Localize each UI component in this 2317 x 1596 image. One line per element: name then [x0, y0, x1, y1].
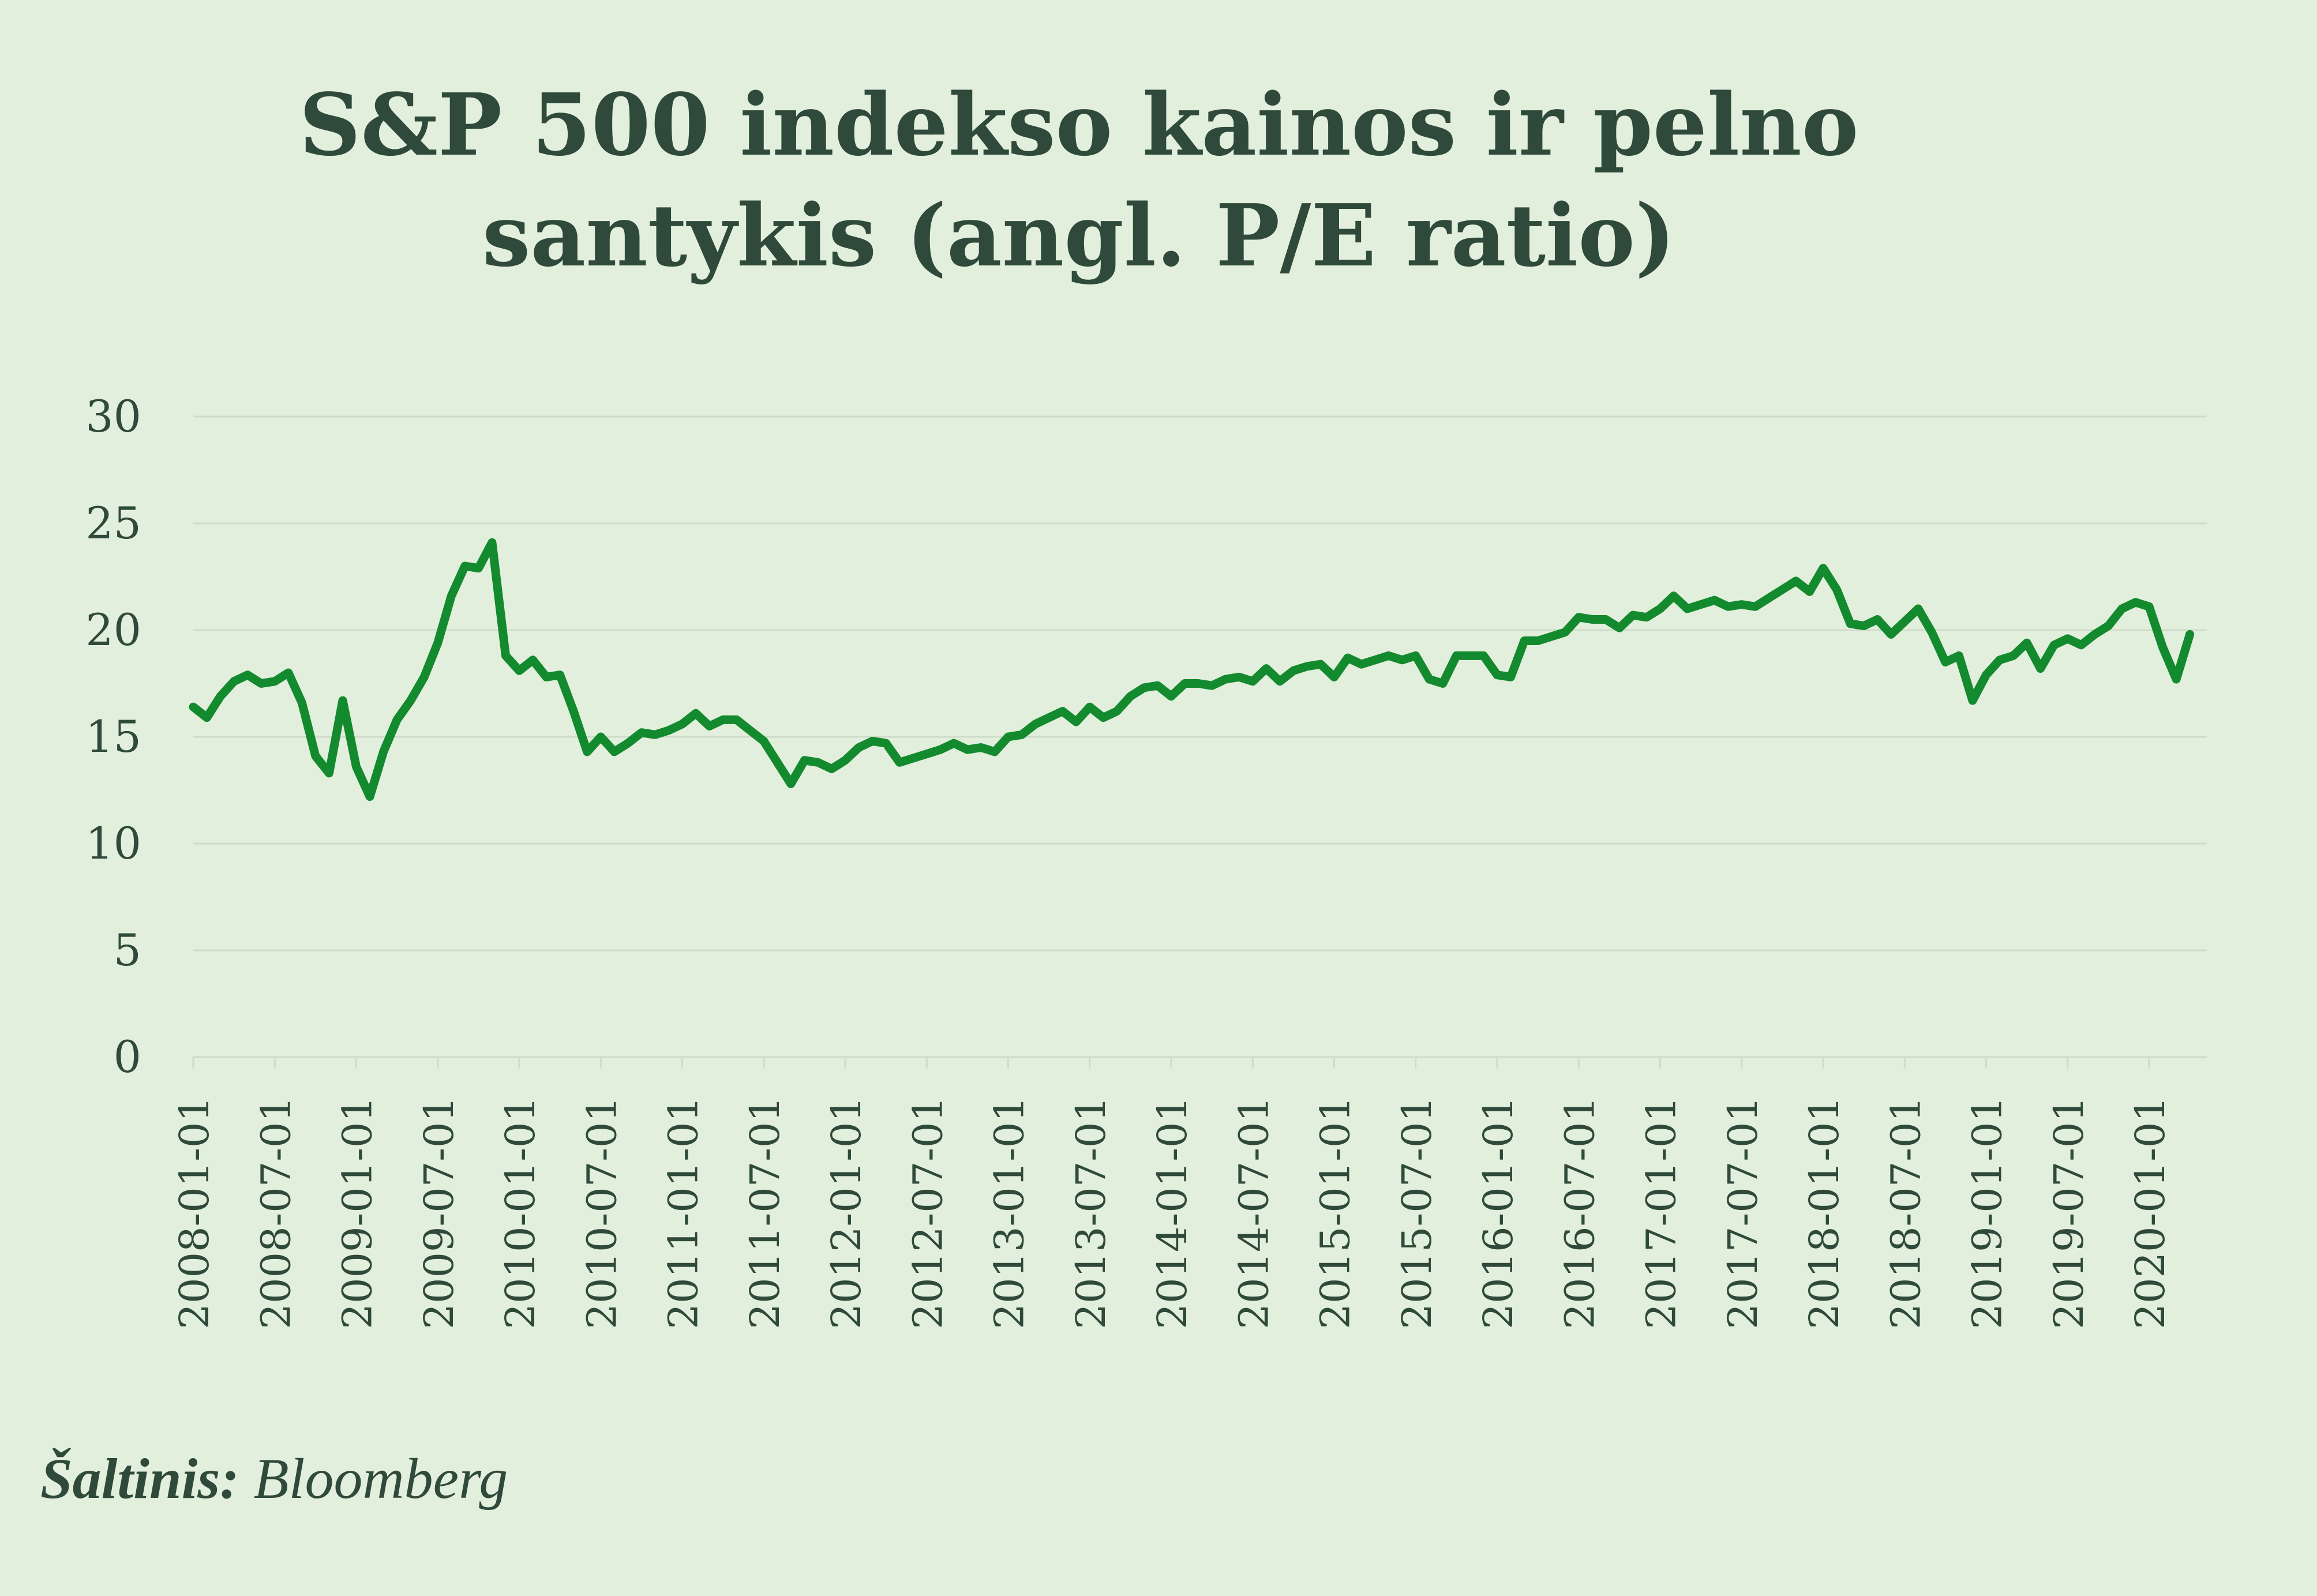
x-tick-label: 2017-07-01 — [1719, 1096, 1767, 1329]
y-tick-label-0: 0 — [114, 1031, 141, 1082]
x-tick-label: 2017-01-01 — [1638, 1096, 1685, 1329]
chart-series — [189, 538, 2195, 801]
x-tick-label: 2012-01-01 — [823, 1096, 870, 1329]
chart-title-line-1: S&P 500 indekso kainos ir pelno — [299, 74, 1859, 175]
x-tick-label: 2008-07-01 — [252, 1096, 299, 1329]
y-tick-label-20: 20 — [85, 604, 141, 655]
x-tick-label: 2010-01-01 — [497, 1096, 544, 1329]
y-tick-label-10: 10 — [85, 818, 141, 869]
x-tick-label: 2008-01-01 — [171, 1096, 218, 1329]
x-tick-label: 2010-07-01 — [578, 1096, 625, 1329]
source-note: Šaltinis: Bloomberg — [40, 1445, 508, 1512]
x-tick-label: 2015-07-01 — [1393, 1096, 1441, 1329]
chart-title: S&P 500 indekso kainos ir pelno santykis… — [0, 69, 2158, 291]
chart-gridlines — [193, 415, 2207, 1058]
x-tick-label: 2011-01-01 — [660, 1096, 707, 1329]
x-tick-label: 2011-07-01 — [741, 1096, 789, 1329]
chart-title-line-2: santykis (angl. P/E ratio) — [482, 185, 1675, 286]
x-tick-label: 2019-07-01 — [2045, 1096, 2093, 1329]
series-line-0 — [189, 538, 2195, 801]
x-tick-label: 2020-01-01 — [2127, 1096, 2174, 1329]
y-tick-label-5: 5 — [114, 924, 141, 976]
x-tick-label: 2013-01-01 — [986, 1096, 1033, 1329]
x-tick-label: 2012-07-01 — [904, 1096, 951, 1329]
x-tick-label: 2009-07-01 — [415, 1096, 463, 1329]
x-axis-tick-labels: 2008-01-01 2008-07-01 2009-01-01 2009-07-01… — [171, 1096, 2174, 1329]
y-tick-label-25: 25 — [85, 497, 141, 549]
x-axis — [192, 1056, 2207, 1069]
x-tick-label: 2016-07-01 — [1556, 1096, 1603, 1329]
source-label: Šaltinis: — [40, 1447, 239, 1511]
x-tick-label: 2014-07-01 — [1230, 1096, 1277, 1329]
y-tick-label-30: 30 — [85, 391, 141, 442]
x-tick-label: 2018-07-01 — [1882, 1096, 1929, 1329]
x-tick-label: 2016-01-01 — [1475, 1096, 1522, 1329]
x-tick-label: 2018-01-01 — [1801, 1096, 1848, 1329]
x-tick-label: 2019-01-01 — [1964, 1096, 2011, 1329]
x-tick-label: 2013-07-01 — [1067, 1096, 1115, 1329]
source-value: Bloomberg — [253, 1447, 508, 1511]
y-axis-tick-labels: 0 5 10 15 20 25 30 — [85, 391, 141, 1082]
x-tick-label: 2015-01-01 — [1312, 1096, 1359, 1329]
x-tick-label: 2009-01-01 — [334, 1096, 381, 1329]
y-tick-label-15: 15 — [85, 711, 141, 762]
x-tick-label: 2014-01-01 — [1149, 1096, 1196, 1329]
